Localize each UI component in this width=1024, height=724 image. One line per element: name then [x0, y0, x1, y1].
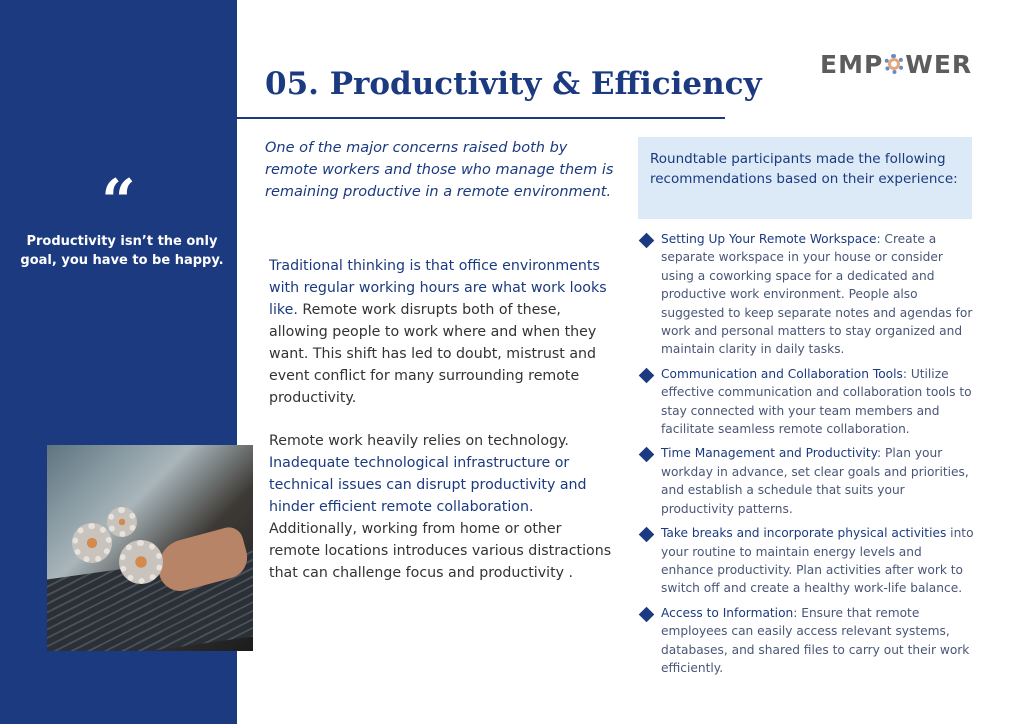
list-item: Time Management and Productivity: Plan y…	[638, 444, 975, 518]
diamond-bullet-icon	[638, 526, 655, 543]
item-heading: Setting Up Your Remote Workspace	[661, 232, 877, 246]
list-item: Communication and Collaboration Tools: U…	[638, 365, 975, 439]
body-text: Additionally, working from home or other…	[269, 521, 612, 581]
sidebar-quote: Productivity isn’t the only goal, you ha…	[20, 234, 224, 268]
list-item: Setting Up Your Remote Workspace: Create…	[638, 230, 975, 359]
list-item: Access to Information: Ensure that remot…	[638, 604, 975, 678]
logo-text: EMP	[820, 50, 884, 79]
laptop-gears-photo	[47, 445, 253, 651]
item-heading: Time Management and Productivity	[661, 446, 878, 461]
item-text: : Plan your workday in advance, set clea…	[661, 446, 969, 516]
gear-icon	[119, 540, 163, 584]
body-text: Remote work heavily relies on technology…	[269, 433, 569, 449]
page-title: 05. Productivity & Efficiency	[265, 66, 762, 102]
item-text: : Ensure that remote employees can easil…	[661, 605, 970, 675]
lead-paragraph: One of the major concerns raised both by…	[265, 140, 614, 200]
item-text: into your routine to maintain energy lev…	[661, 526, 974, 596]
recommendations-callout: Roundtable participants made the followi…	[638, 137, 972, 219]
paragraph-2: Remote work heavily relies on technology…	[269, 430, 614, 584]
diamond-bullet-icon	[638, 367, 655, 384]
highlight-text: Traditional thinking is that office envi…	[269, 258, 607, 318]
quote-icon: “	[101, 167, 136, 237]
highlight-text: Inadequate technological infrastructure …	[269, 455, 587, 515]
item-text: : Utilize effective communication and co…	[661, 366, 972, 437]
item-text: : Create a separate workspace in your ho…	[661, 232, 973, 357]
list-item: Take breaks and incorporate physical act…	[638, 524, 975, 598]
diamond-bullet-icon	[638, 447, 655, 463]
logo-text: WER	[905, 50, 973, 79]
logo-gear-icon	[884, 54, 905, 74]
item-heading: Take breaks and incorporate physical act…	[661, 526, 947, 541]
body-text: Remote work disrupts both of these, allo…	[269, 302, 597, 406]
item-heading: Access to Information	[661, 605, 794, 620]
diamond-bullet-icon	[638, 606, 655, 622]
gear-icon	[107, 507, 137, 537]
paragraph-1: Traditional thinking is that office envi…	[269, 255, 614, 409]
item-heading: Communication and Collaboration Tools	[661, 366, 903, 381]
empower-logo: EMP WER	[820, 50, 972, 79]
recommendations-list: Setting Up Your Remote Workspace: Create…	[638, 230, 975, 683]
diamond-bullet-icon	[638, 232, 655, 249]
gear-icon	[72, 523, 112, 563]
title-underline	[237, 117, 725, 119]
